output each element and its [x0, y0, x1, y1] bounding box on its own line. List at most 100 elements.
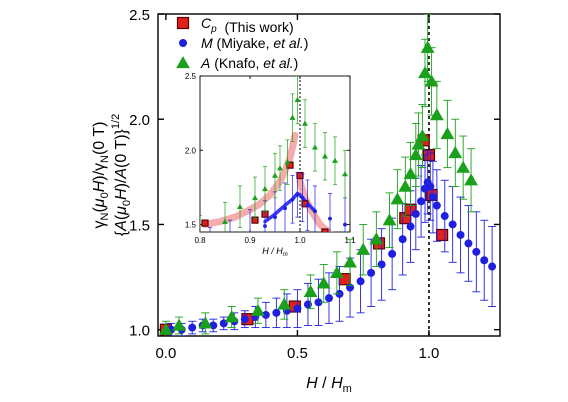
- x-tick-label: 0.5: [287, 345, 308, 362]
- y-axis-title-line2: {A(μ0H)/A(0 T)}1/2: [110, 114, 133, 236]
- data-point: [356, 277, 365, 286]
- data-point: [480, 256, 489, 265]
- x-tick-label: 0.9: [244, 236, 256, 245]
- legend-label: M (Miyake, et al.): [201, 35, 308, 51]
- data-point: [329, 265, 344, 279]
- data-point: [343, 255, 357, 268]
- data-point: [198, 316, 213, 329]
- data-point: [417, 197, 426, 206]
- plot-frame: [157, 13, 501, 337]
- data-point: [406, 222, 415, 231]
- data-point: [201, 219, 209, 227]
- data-point: [464, 239, 473, 248]
- data-point: [303, 300, 312, 309]
- data-point: [398, 179, 413, 192]
- data-point: [277, 297, 292, 310]
- series-a-knafo-et-al-: [158, 14, 478, 336]
- series-m-miyake-et-al-: [167, 150, 497, 336]
- data-point: [488, 262, 497, 271]
- data-point: [367, 268, 376, 277]
- data-point: [377, 260, 386, 269]
- legend-item: M (Miyake, et al.): [179, 35, 308, 51]
- data-point: [261, 310, 270, 319]
- fit-line: [201, 131, 299, 229]
- data-point: [436, 228, 449, 242]
- legend-item: Cp (This work): [176, 15, 294, 35]
- data-point: [293, 304, 302, 313]
- data-point: [418, 66, 432, 79]
- data-point: [321, 228, 329, 232]
- data-point: [464, 173, 478, 186]
- data-point: [305, 203, 310, 208]
- data-point: [296, 171, 304, 180]
- data-point: [411, 209, 420, 218]
- data-point: [251, 303, 265, 316]
- x-tick-label: 0.8: [194, 236, 206, 245]
- data-point: [398, 235, 407, 244]
- data-point: [432, 201, 441, 210]
- data-point: [472, 247, 481, 256]
- data-point: [313, 209, 317, 214]
- series-m: [208, 172, 347, 255]
- data-point: [252, 194, 258, 201]
- plot-area: [200, 76, 348, 255]
- data-point: [208, 251, 212, 255]
- y-axis-title-line1: γN(μ0H)/γN(0 T): [91, 122, 111, 229]
- data-point: [262, 185, 268, 192]
- data-point: [440, 127, 455, 140]
- data-point: [222, 218, 228, 224]
- series-a: [200, 76, 348, 232]
- data-point: [289, 114, 296, 120]
- data-point: [411, 137, 426, 150]
- data-point: [290, 197, 295, 202]
- legend-label: A (Knafo, et al.): [200, 55, 298, 71]
- data-point: [328, 216, 332, 221]
- data-point: [237, 203, 243, 209]
- y-tick-label: 1.5: [185, 221, 197, 230]
- data-point: [272, 308, 281, 317]
- y-tick-label: 1.0: [129, 323, 150, 340]
- triangle-icon: [176, 56, 190, 69]
- data-point: [172, 318, 186, 331]
- data-point: [224, 310, 239, 323]
- circle-icon: [179, 39, 187, 47]
- x-tick-label: 1.0: [419, 345, 440, 362]
- x-tick-label: 1.1: [344, 236, 356, 245]
- data-point: [456, 230, 465, 239]
- data-point: [382, 213, 397, 226]
- legend: Cp (This work)M (Miyake, et al.) A (Knafo…: [176, 15, 308, 71]
- data-point: [428, 193, 437, 202]
- data-point: [448, 220, 457, 229]
- square-icon: [176, 16, 190, 30]
- inset-x-axis-title: H / Hm: [262, 246, 288, 258]
- main-plot: 0.0 0.5 1.0 1.0 1.5 2.0 2.5 H / Hm γN(μ0H)/γN(0 …: [91, 7, 501, 395]
- data-point: [342, 171, 348, 177]
- data-point: [294, 96, 301, 103]
- data-point: [415, 129, 430, 142]
- data-point: [388, 249, 397, 258]
- y-tick-label: 2.5: [129, 7, 150, 24]
- legend-item: A (Knafo, et al.): [176, 55, 298, 71]
- plot-area: [158, 14, 497, 336]
- inset-plot: 0.8 0.9 1.0 1.1 1.5 2.0 2.5 H / Hm: [185, 72, 356, 258]
- data-point: [390, 192, 405, 205]
- series-cp-this-work-: [159, 134, 449, 336]
- data-point: [316, 276, 331, 289]
- data-point: [429, 108, 444, 121]
- data-point: [343, 222, 347, 227]
- data-point: [303, 284, 318, 297]
- data-point: [263, 224, 267, 228]
- data-point: [322, 153, 328, 159]
- data-point: [302, 120, 308, 126]
- data-point: [286, 161, 294, 169]
- data-point: [356, 242, 371, 255]
- data-point: [277, 165, 283, 171]
- data-point: [273, 215, 277, 220]
- data-point: [314, 298, 323, 307]
- data-point: [272, 172, 278, 178]
- x-tick-label: 1.0: [294, 236, 306, 245]
- data-point: [332, 157, 338, 163]
- data-point: [200, 231, 201, 232]
- data-point: [158, 322, 173, 335]
